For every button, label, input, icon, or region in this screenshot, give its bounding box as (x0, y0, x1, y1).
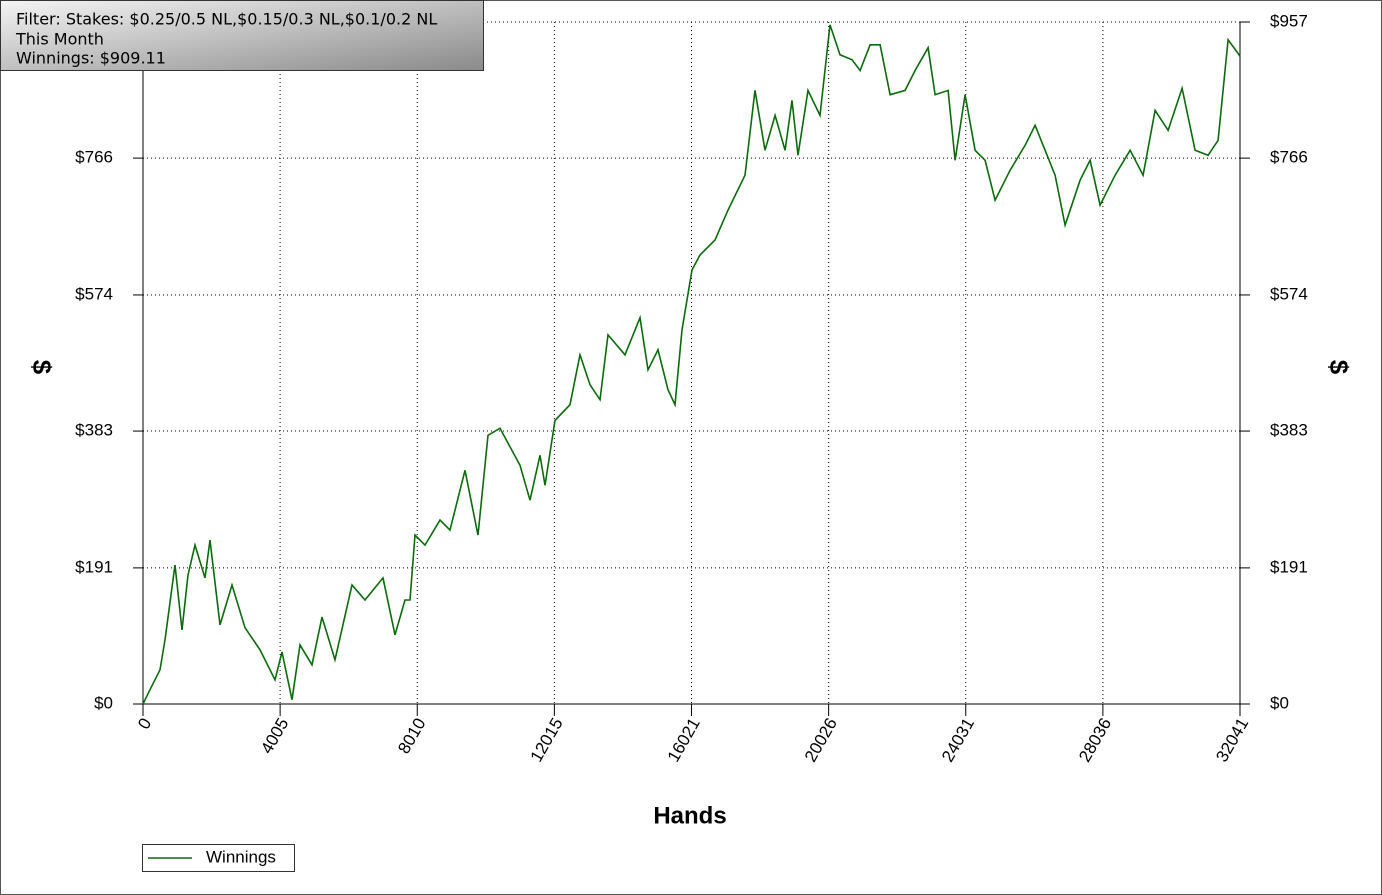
y-tick-label: $574 (75, 284, 113, 303)
y2-tick-label: $957 (1270, 11, 1308, 30)
winnings-text: Winnings: $909.11 (16, 49, 166, 68)
y2-tick-label: $383 (1270, 421, 1308, 440)
y2-tick-label: $0 (1270, 693, 1289, 712)
legend-label: Winnings (206, 847, 276, 866)
x-axis-label: Hands (653, 802, 726, 829)
y2-tick-label: $191 (1270, 557, 1308, 576)
y-axis-label: $ (27, 360, 57, 375)
y-tick-label: $191 (75, 557, 113, 576)
period-text: This Month (15, 30, 104, 49)
filter-box (0, 0, 484, 71)
filter-text: Filter: Stakes: $0.25/0.5 NL,$0.15/0.3 N… (16, 10, 437, 29)
y-tick-label: $766 (75, 148, 113, 167)
y2-tick-label: $766 (1270, 148, 1308, 167)
y2-axis-label: $ (1324, 360, 1354, 375)
line-series (142, 24, 1241, 705)
y-tick-label: $383 (75, 421, 113, 440)
y2-tick-label: $574 (1270, 284, 1308, 303)
y-tick-label: $0 (94, 693, 113, 712)
